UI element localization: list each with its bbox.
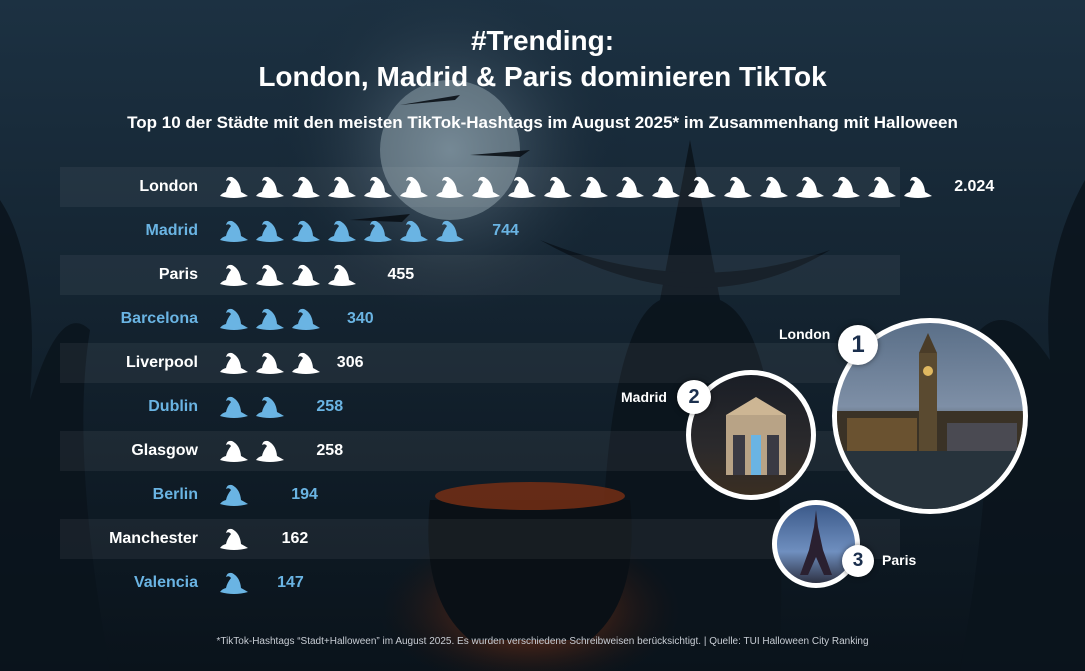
witch-hat-icon — [220, 352, 248, 374]
hat-icon-row — [220, 440, 309, 462]
witch-hat-icon — [292, 264, 320, 286]
category-label: Madrid — [145, 222, 198, 239]
witch-hat-icon — [220, 264, 248, 286]
witch-hat-icon — [832, 176, 860, 198]
witch-hat-icon — [220, 176, 248, 198]
chart-row: Paris 455 — [60, 255, 900, 295]
witch-hat-icon — [436, 176, 464, 198]
witch-hat-icon — [544, 176, 572, 198]
rank-badge-3: 3 — [842, 545, 874, 577]
witch-hat-icon — [220, 220, 248, 242]
value-label: 258 — [316, 442, 344, 459]
value-label: 258 — [316, 398, 344, 415]
witch-hat-icon — [364, 220, 392, 242]
category-label: Valencia — [133, 574, 198, 591]
witch-hat-icon — [220, 440, 248, 462]
witch-hat-icon — [220, 528, 248, 550]
witch-hat-icon — [256, 308, 284, 330]
witch-hat-icon — [508, 176, 536, 198]
category-label: Liverpool — [125, 354, 198, 371]
chart-title-line-2: London, Madrid & Paris dominieren TikTok — [258, 61, 827, 92]
category-label: Dublin — [148, 398, 198, 415]
photo-label-paris: Paris — [882, 552, 917, 568]
witch-hat-icon — [400, 220, 428, 242]
witch-hat-icon — [436, 220, 464, 242]
hat-icon-row — [220, 176, 947, 198]
chart-row: London 2.024 — [60, 167, 994, 207]
hat-icon-row — [220, 308, 339, 330]
witch-hat-icon — [868, 176, 896, 198]
hat-icon-row — [220, 484, 284, 506]
category-label: Manchester — [109, 530, 198, 547]
photo-label-london: London — [779, 326, 831, 342]
witch-hat-icon — [256, 484, 284, 506]
category-label: Glasgow — [131, 442, 198, 459]
witch-hat-icon — [580, 176, 608, 198]
chart-row: Madrid 744 — [60, 211, 900, 251]
value-label: 194 — [291, 486, 318, 503]
chart-subtitle: Top 10 der Städte mit den meisten TikTok… — [127, 113, 958, 132]
chart-title-line-1: #Trending: — [470, 25, 615, 56]
witch-hat-icon — [652, 176, 680, 198]
hat-icon-row — [220, 264, 380, 286]
category-label: Barcelona — [120, 310, 198, 327]
witch-hat-icon — [256, 396, 284, 418]
hat-icon-row — [220, 396, 309, 418]
eiffel-tower-icon — [800, 510, 832, 575]
chart-row: Valencia 147 — [60, 563, 900, 603]
value-label: 147 — [277, 574, 304, 591]
london-photo — [832, 318, 1028, 514]
witch-hat-icon — [220, 308, 248, 330]
witch-hat-icon — [328, 220, 356, 242]
value-label: 162 — [281, 530, 309, 547]
witch-hat-icon — [688, 176, 716, 198]
witch-hat-icon — [328, 176, 356, 198]
hat-icon-row — [220, 220, 485, 242]
witch-hat-icon — [220, 572, 248, 594]
value-label: 306 — [336, 354, 364, 371]
witch-hat-icon — [292, 176, 320, 198]
witch-hat-icon — [220, 484, 248, 506]
witch-hat-icon — [724, 176, 752, 198]
witch-hat-icon — [256, 264, 284, 286]
witch-hat-icon — [256, 352, 284, 374]
witch-hat-icon — [220, 396, 248, 418]
hat-icon-row — [220, 528, 274, 550]
witch-hat-icon — [256, 528, 274, 550]
madrid-gate-icon — [726, 397, 786, 475]
chart-row: Berlin 194 — [60, 475, 900, 515]
witch-hat-icon — [292, 220, 320, 242]
value-label: 340 — [347, 310, 374, 327]
value-label: 455 — [387, 266, 415, 283]
category-label: Paris — [158, 266, 198, 283]
footnote: *TikTok-Hashtags “Stadt+Halloween” im Au… — [216, 636, 869, 647]
witch-hat-icon — [256, 440, 284, 462]
value-label: 2.024 — [954, 178, 995, 195]
chart-row: Manchester 162 — [60, 519, 900, 559]
witch-hat-icon — [472, 176, 500, 198]
witch-hat-icon — [616, 176, 644, 198]
witch-hat-icon — [904, 176, 932, 198]
witch-hat-icon — [328, 264, 356, 286]
witch-hat-icon — [796, 176, 824, 198]
paris-photo — [772, 500, 860, 588]
photo-label-madrid: Madrid — [621, 389, 667, 405]
london-skyline-icon — [837, 333, 1023, 509]
witch-hat-icon — [292, 352, 320, 374]
rank-badge-1: 1 — [838, 325, 878, 365]
chart-row: Dublin 258 — [60, 387, 900, 427]
category-label: London — [139, 178, 198, 195]
witch-hat-icon — [256, 176, 284, 198]
rank-badge-2: 2 — [677, 380, 711, 414]
category-label: Berlin — [152, 486, 198, 503]
value-label: 744 — [492, 222, 519, 239]
witch-hat-icon — [256, 220, 284, 242]
chart-row: Barcelona 340 — [60, 299, 900, 339]
witch-hat-icon — [760, 176, 788, 198]
witch-hat-icon — [400, 176, 428, 198]
witch-hat-icon — [364, 176, 392, 198]
witch-hat-icon — [292, 308, 320, 330]
